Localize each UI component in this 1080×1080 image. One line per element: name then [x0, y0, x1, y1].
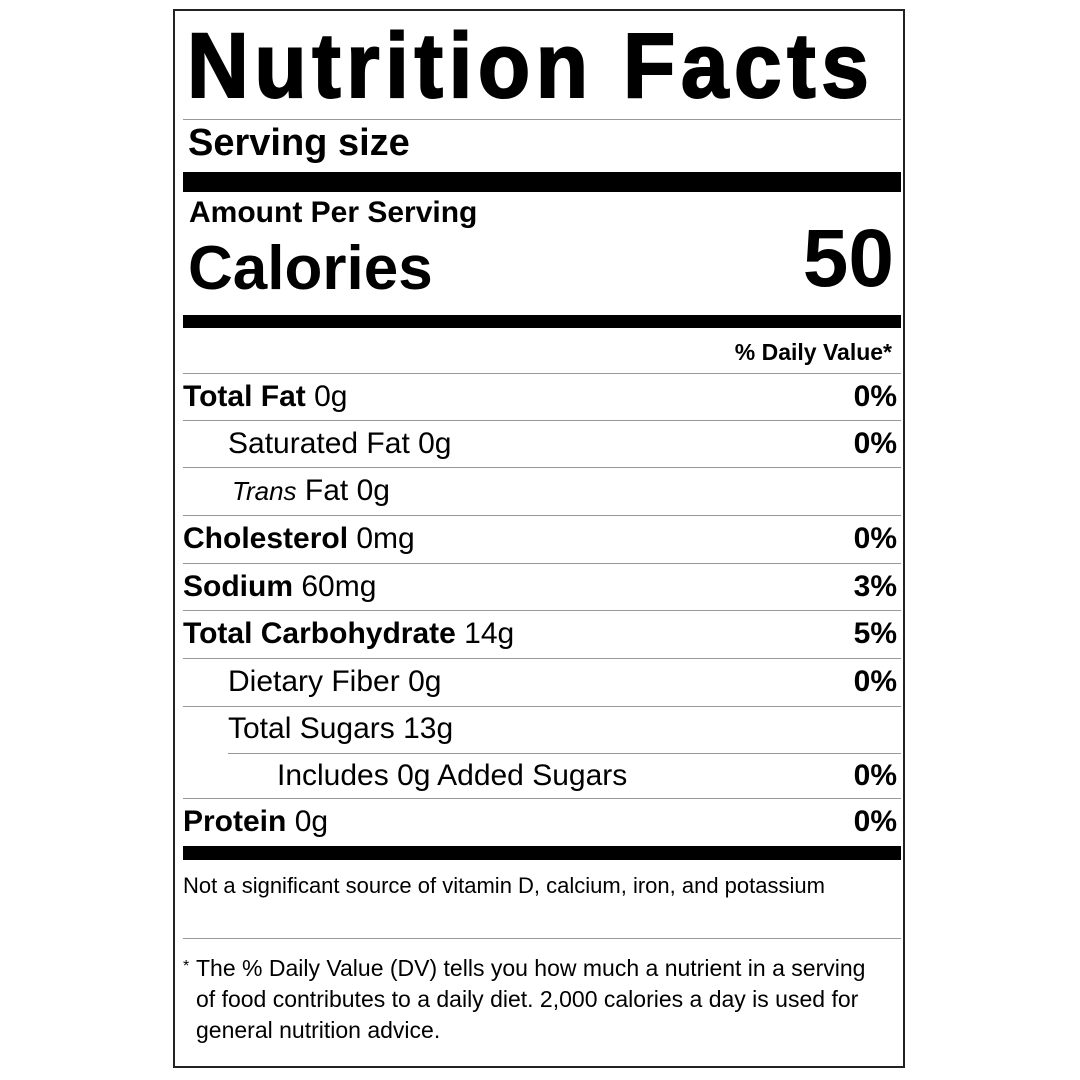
divider [183, 563, 901, 564]
thick-divider [183, 846, 901, 860]
daily-value-header: % Daily Value* [734, 339, 892, 365]
nutrient-name: Trans Fat 0g [228, 468, 390, 514]
calories-value: 50 [802, 213, 894, 304]
nutrient-label: Includes 0g Added Sugars [277, 759, 628, 792]
nutrient-name: Dietary Fiber 0g [228, 659, 441, 705]
nutrient-name: Total Sugars 13g [228, 706, 453, 752]
nutrient-daily-value: 0% [853, 522, 897, 555]
nutrient-name: Cholesterol 0mg [183, 516, 415, 562]
nutrient-amount: 0mg [356, 522, 415, 555]
nutrient-name: Includes 0g Added Sugars [277, 753, 627, 799]
nutrient-name: Saturated Fat 0g [228, 421, 452, 467]
thick-divider [183, 172, 901, 192]
nutrient-daily-value: 0% [853, 805, 897, 838]
nutrient-row: Saturated Fat 0g 0% [183, 421, 897, 467]
nutrient-label: Total Carbohydrate [183, 617, 456, 650]
amount-per-serving: Amount Per Serving [189, 196, 478, 229]
nutrient-label: Total Sugars [228, 712, 395, 745]
nutrient-row: Dietary Fiber 0g 0% [183, 659, 897, 705]
divider [183, 658, 901, 659]
nutrient-amount: 14g [464, 617, 515, 650]
divider [183, 706, 901, 707]
nutrient-label: Protein [183, 805, 287, 838]
nutrient-daily-value: 0% [853, 427, 897, 460]
nutrient-label: Sodium [183, 570, 293, 603]
nutrient-amount: 0g [408, 665, 442, 698]
not-significant-note: Not a significant source of vitamin D, c… [183, 873, 825, 898]
nutrient-label: Total Fat [183, 380, 306, 413]
nutrient-amount: 60mg [301, 570, 377, 603]
nutrient-row: Cholesterol 0mg 0% [183, 516, 897, 562]
nutrient-amount: 0g [314, 380, 348, 413]
nutrient-daily-value: 3% [853, 570, 897, 603]
nutrient-daily-value: 0% [853, 759, 897, 792]
nutrient-row: Protein 0g 0% [183, 799, 897, 845]
divider [228, 753, 901, 754]
nutrient-row: Total Fat 0g 0% [183, 374, 897, 420]
divider [183, 938, 901, 939]
nutrient-daily-value: 5% [853, 617, 897, 650]
nutrient-name: Total Carbohydrate 14g [183, 611, 514, 657]
nutrient-row: Total Sugars 13g [183, 706, 897, 752]
divider [183, 373, 901, 374]
nutrient-name: Total Fat 0g [183, 374, 348, 420]
nutrient-label: Cholesterol [183, 522, 349, 555]
nutrient-name: Sodium 60mg [183, 564, 376, 610]
nutrient-row: Total Carbohydrate 14g 5% [183, 611, 897, 657]
nutrient-name: Protein 0g [183, 799, 328, 845]
nutrient-amount: 13g [403, 712, 454, 745]
nutrient-amount: 0g [356, 474, 390, 507]
nutrition-facts-label [173, 9, 905, 1068]
serving-size-label: Serving size [188, 122, 410, 164]
daily-value-footnote: The % Daily Value (DV) tells you how muc… [196, 955, 866, 1043]
nutrient-row: Trans Fat 0g [183, 468, 897, 514]
divider [183, 515, 901, 516]
nutrient-label: Dietary Fiber [228, 665, 400, 698]
nutrient-label: Saturated Fat [228, 427, 410, 460]
calories-label: Calories [188, 234, 433, 303]
nutrient-label: Fat [304, 474, 349, 507]
nutrient-name-italic: Trans [232, 476, 297, 506]
nutrient-amount: 0g [418, 427, 452, 460]
divider [183, 610, 901, 611]
divider [183, 798, 901, 799]
divider [183, 420, 901, 421]
footnote-asterisk: * [183, 958, 190, 975]
nutrient-daily-value: 0% [853, 380, 897, 413]
nutrient-row: Sodium 60mg 3% [183, 564, 897, 610]
nutrient-row: Includes 0g Added Sugars 0% [183, 753, 897, 799]
nutrient-daily-value: 0% [853, 665, 897, 698]
divider [183, 119, 901, 120]
label-title: Nutrition Facts [186, 14, 875, 118]
thick-divider [183, 315, 901, 328]
nutrient-amount: 0g [294, 805, 329, 838]
divider [183, 467, 901, 468]
